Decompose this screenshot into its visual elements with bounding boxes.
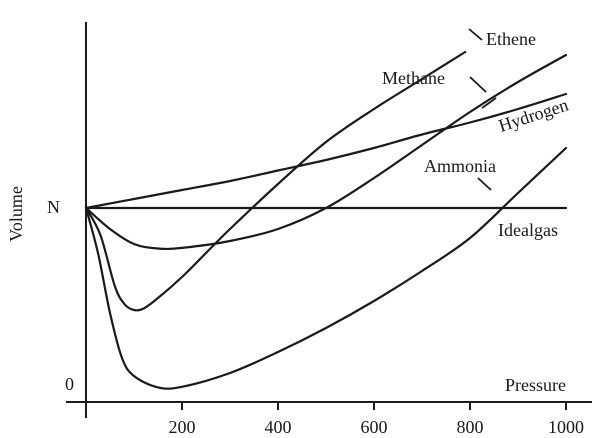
x-axis-label: Pressure [505, 375, 566, 395]
leader-ethene [468, 28, 483, 41]
curves [84, 50, 568, 390]
curve-ethene [84, 50, 467, 312]
y-axis-label: Volume [6, 186, 26, 242]
x-ticks: 200 400 600 800 1000 [169, 402, 584, 437]
leader-hydrogen [481, 97, 497, 109]
series-label-ethene: Ethene [486, 29, 536, 49]
curve-methane [84, 53, 568, 251]
series-label-hydrogen: Hydrogen [496, 95, 571, 136]
series-label-methane: Methane [382, 68, 445, 88]
x-tick-label-1000: 1000 [548, 417, 584, 437]
y-tick-label-n: N [47, 197, 60, 217]
curve-ammonia [84, 146, 568, 390]
x-tick-label-600: 600 [361, 417, 388, 437]
x-tick-label-800: 800 [457, 417, 484, 437]
label-leaders [468, 28, 497, 191]
leader-ammonia [477, 177, 492, 191]
series-label-ammonia: Ammonia [424, 156, 496, 176]
curve-hydrogen [84, 92, 568, 210]
x-tick-label-200: 200 [169, 417, 196, 437]
series-label-idealgas: Idealgas [498, 220, 558, 240]
x-tick-label-400: 400 [265, 417, 292, 437]
leader-methane [469, 76, 487, 93]
y-tick-label-zero: 0 [65, 374, 74, 394]
